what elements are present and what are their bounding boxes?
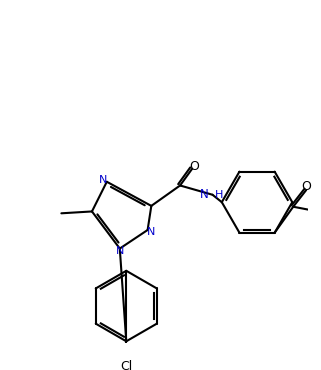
Text: H: H — [214, 190, 223, 200]
Text: O: O — [301, 180, 311, 193]
Text: N: N — [99, 175, 107, 185]
Text: O: O — [189, 159, 199, 172]
Text: N: N — [116, 246, 124, 256]
Text: Cl: Cl — [120, 360, 132, 370]
Text: N: N — [147, 227, 155, 237]
Text: N: N — [200, 188, 209, 201]
